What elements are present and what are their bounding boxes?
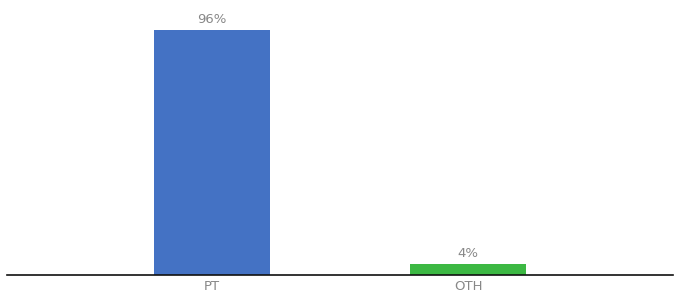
Text: 96%: 96% [197,13,226,26]
Text: 4%: 4% [458,248,479,260]
Bar [411,264,526,274]
Bar [154,30,269,274]
